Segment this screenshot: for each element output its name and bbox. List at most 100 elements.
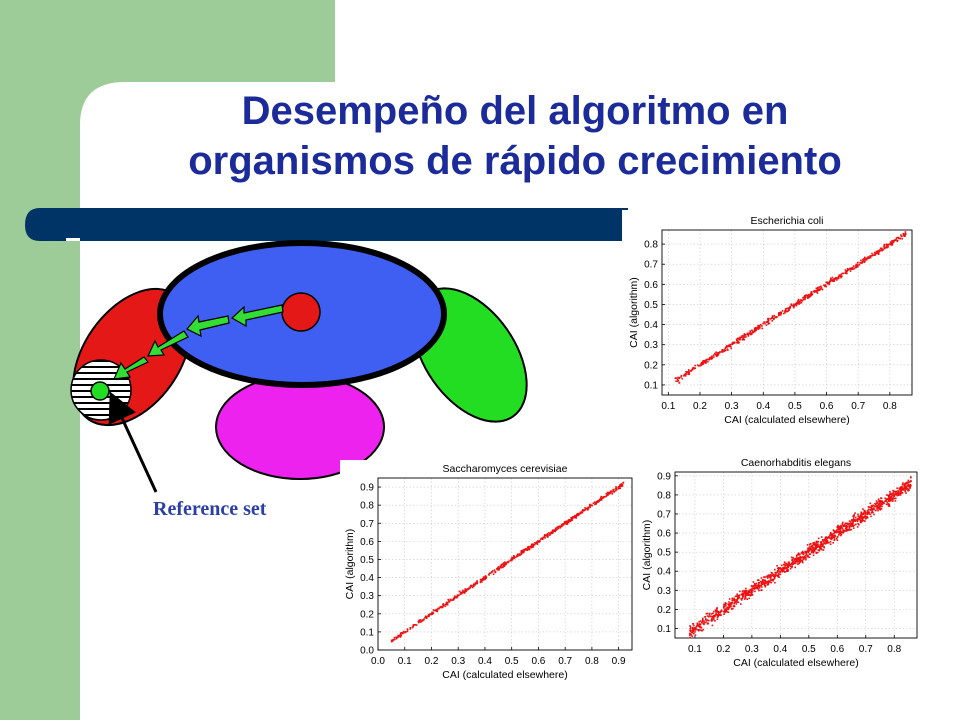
data-point: [443, 604, 445, 606]
data-point: [849, 268, 851, 271]
data-point: [437, 607, 439, 610]
data-point: [900, 491, 903, 494]
data-point: [822, 541, 825, 543]
data-point: [756, 326, 758, 329]
data-point: [520, 553, 523, 555]
data-point: [821, 548, 823, 551]
data-point: [706, 615, 709, 617]
data-point: [752, 587, 754, 590]
data-point: [837, 276, 839, 279]
data-point: [837, 528, 839, 530]
data-point: [754, 327, 757, 330]
data-point: [756, 585, 758, 587]
data-point: [567, 521, 569, 523]
tick-label-y: 0.3: [657, 586, 671, 597]
data-point: [891, 498, 893, 500]
data-point: [858, 264, 861, 266]
plot-frame: [674, 471, 918, 639]
data-point: [796, 554, 798, 557]
data-point: [474, 583, 476, 586]
data-point: [674, 377, 677, 379]
data-point: [851, 267, 854, 270]
data-point: [740, 599, 743, 601]
data-point: [822, 549, 825, 551]
data-point: [837, 524, 839, 527]
data-point: [838, 528, 840, 530]
data-point: [826, 541, 828, 543]
data-point: [787, 566, 789, 568]
data-point: [799, 556, 802, 559]
data-point: [905, 488, 907, 490]
data-point: [848, 528, 851, 531]
data-point: [811, 545, 813, 547]
tick-label-y: 0.0: [360, 646, 374, 657]
data-point: [786, 568, 789, 571]
data-point: [738, 594, 741, 596]
data-point: [818, 549, 821, 552]
data-point: [705, 618, 707, 620]
data-point: [405, 631, 407, 633]
data-point: [845, 527, 848, 529]
data-point: [836, 279, 838, 281]
data-point: [829, 534, 831, 536]
data-point: [456, 594, 459, 596]
data-point: [750, 594, 752, 597]
data-point: [799, 300, 801, 303]
data-point: [573, 516, 575, 519]
data-point: [901, 238, 903, 240]
data-point: [590, 504, 593, 506]
data-point: [694, 627, 697, 629]
data-point: [749, 331, 751, 333]
data-point: [877, 503, 880, 505]
data-point: [861, 260, 864, 263]
data-point: [904, 231, 907, 233]
data-point: [470, 585, 473, 588]
data-point: [428, 614, 430, 616]
data-point: [908, 483, 910, 486]
data-point: [409, 626, 412, 629]
data-point: [833, 538, 836, 540]
data-point: [725, 610, 728, 612]
data-point: [745, 587, 747, 590]
data-point: [754, 587, 757, 590]
data-point: [541, 538, 544, 540]
data-point: [879, 509, 881, 511]
data-point: [805, 553, 808, 556]
data-point: [826, 283, 829, 285]
data-point: [705, 619, 708, 622]
data-point: [831, 276, 834, 279]
data-point: [475, 582, 477, 585]
data-points: [674, 231, 907, 384]
data-point: [808, 553, 811, 555]
data-point: [744, 591, 747, 593]
data-point: [767, 581, 770, 583]
data-point: [852, 515, 854, 517]
data-point: [900, 235, 903, 238]
data-point: [829, 543, 832, 545]
data-point: [600, 495, 602, 498]
data-point: [724, 611, 726, 614]
data-point: [526, 549, 529, 551]
data-point: [824, 284, 827, 286]
data-point: [803, 552, 805, 555]
data-point: [487, 573, 490, 576]
tick-label-x: 0.2: [425, 656, 439, 667]
data-point: [600, 499, 603, 501]
data-point: [776, 574, 779, 577]
data-point: [866, 512, 869, 514]
data-point: [737, 597, 739, 600]
data-point: [809, 547, 812, 549]
data-point: [895, 492, 897, 495]
data-point: [838, 534, 840, 536]
tick-label-x: 0.3: [451, 656, 465, 667]
data-point: [882, 501, 885, 504]
data-point: [518, 553, 521, 555]
data-point: [808, 556, 811, 559]
data-point: [871, 510, 873, 512]
data-point: [830, 531, 832, 534]
chart-title: Caenorhabditis elegans: [741, 457, 851, 469]
data-point: [724, 347, 726, 350]
data-point: [893, 494, 896, 497]
tick-label-x: 0.4: [478, 656, 492, 667]
data-point: [786, 570, 788, 573]
